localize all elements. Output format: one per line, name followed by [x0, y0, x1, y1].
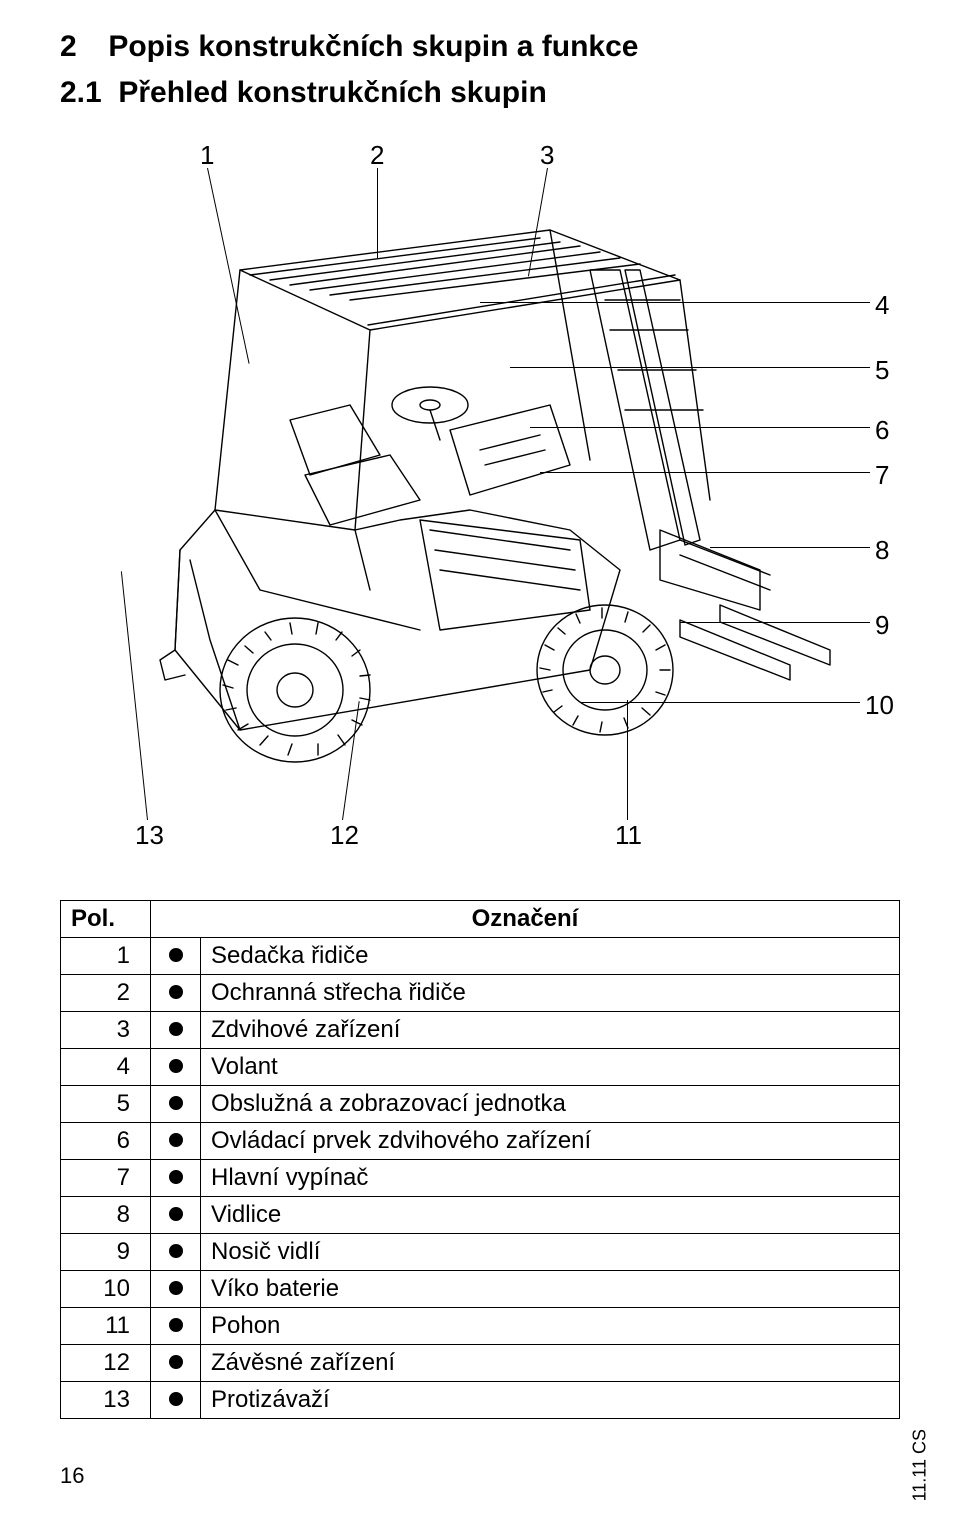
callout-6: 6 — [875, 415, 889, 446]
side-code: 11.11 CS — [909, 1429, 930, 1501]
page-number: 16 — [60, 1463, 84, 1489]
diagram: 1 2 3 4 5 6 7 8 9 10 11 12 13 — [60, 140, 900, 860]
bullet-icon — [151, 1308, 201, 1345]
callout-7: 7 — [875, 460, 889, 491]
bullet-icon — [151, 1197, 201, 1234]
bullet-icon — [151, 975, 201, 1012]
subsection-heading: 2.1 Přehled konstrukčních skupin — [60, 76, 900, 110]
table-row: 2Ochranná střecha řidiče — [61, 975, 900, 1012]
bullet-icon — [151, 1234, 201, 1271]
callout-4: 4 — [875, 290, 889, 321]
table-row: 7Hlavní vypínač — [61, 1160, 900, 1197]
subsection-title-text: Přehled konstrukčních skupin — [118, 76, 546, 109]
col-ozn: Označení — [151, 901, 900, 938]
table-row: 12Závěsné zařízení — [61, 1345, 900, 1382]
table-row: 6Ovládací prvek zdvihového zařízení — [61, 1123, 900, 1160]
bullet-icon — [151, 1123, 201, 1160]
parts-table: Pol. Označení 1Sedačka řidiče 2Ochranná … — [60, 900, 900, 1419]
page: 2 Popis konstrukčních skupin a funkce 2.… — [0, 0, 960, 1519]
bullet-icon — [151, 1012, 201, 1049]
bullet-icon — [151, 1086, 201, 1123]
callout-10: 10 — [865, 690, 894, 721]
callout-3: 3 — [540, 140, 554, 171]
page-footer: 16 11.11 CS — [60, 1449, 900, 1489]
table-row: 10Víko baterie — [61, 1271, 900, 1308]
section-heading: 2 Popis konstrukčních skupin a funkce — [60, 30, 900, 64]
callout-13: 13 — [135, 820, 164, 851]
section-number: 2 — [60, 30, 100, 64]
bullet-icon — [151, 1271, 201, 1308]
table-row: 4Volant — [61, 1049, 900, 1086]
subsection-number: 2.1 — [60, 76, 110, 110]
table-row: 13Protizávaží — [61, 1382, 900, 1419]
bullet-icon — [151, 1345, 201, 1382]
callout-9: 9 — [875, 610, 889, 641]
table-row: 3Zdvihové zařízení — [61, 1012, 900, 1049]
callout-8: 8 — [875, 535, 889, 566]
table-row: 8Vidlice — [61, 1197, 900, 1234]
col-pol: Pol. — [61, 901, 151, 938]
forklift-illustration — [120, 210, 840, 790]
bullet-icon — [151, 1049, 201, 1086]
table-row: 11Pohon — [61, 1308, 900, 1345]
callout-5: 5 — [875, 355, 889, 386]
callout-12: 12 — [330, 820, 359, 851]
callout-1: 1 — [200, 140, 214, 171]
bullet-icon — [151, 938, 201, 975]
bullet-icon — [151, 1382, 201, 1419]
table-row: 1Sedačka řidiče — [61, 938, 900, 975]
table-row: 5Obslužná a zobrazovací jednotka — [61, 1086, 900, 1123]
table-row: 9Nosič vidlí — [61, 1234, 900, 1271]
callout-2: 2 — [370, 140, 384, 171]
callout-11: 11 — [615, 820, 642, 851]
bullet-icon — [151, 1160, 201, 1197]
section-title-text: Popis konstrukčních skupin a funkce — [108, 30, 638, 63]
